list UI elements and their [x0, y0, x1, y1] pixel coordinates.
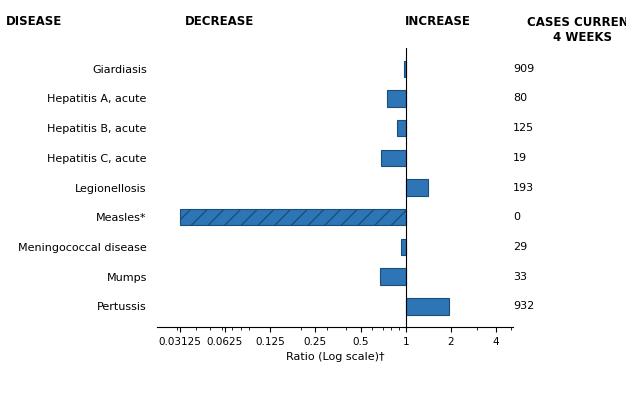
Text: INCREASE: INCREASE [405, 15, 471, 28]
Text: 29: 29 [513, 242, 528, 252]
Bar [406, 180, 428, 196]
X-axis label: Ratio (Log scale)†: Ratio (Log scale)† [285, 352, 384, 362]
Text: DECREASE: DECREASE [185, 15, 254, 28]
Text: DISEASE: DISEASE [6, 15, 63, 28]
Bar [398, 120, 406, 136]
Bar [404, 61, 406, 77]
Bar [387, 90, 406, 107]
Bar [406, 298, 449, 314]
Bar [381, 150, 406, 166]
Text: 19: 19 [513, 153, 528, 163]
Text: CASES CURRENT
4 WEEKS: CASES CURRENT 4 WEEKS [527, 16, 626, 44]
Text: 193: 193 [513, 182, 535, 193]
Bar [180, 209, 406, 225]
Text: 80: 80 [513, 93, 528, 103]
Text: 33: 33 [513, 272, 527, 282]
Text: 932: 932 [513, 301, 535, 311]
Bar [401, 239, 406, 255]
Text: 909: 909 [513, 64, 535, 74]
Bar [380, 269, 406, 285]
Text: 125: 125 [513, 123, 535, 133]
Text: 0: 0 [513, 212, 520, 222]
